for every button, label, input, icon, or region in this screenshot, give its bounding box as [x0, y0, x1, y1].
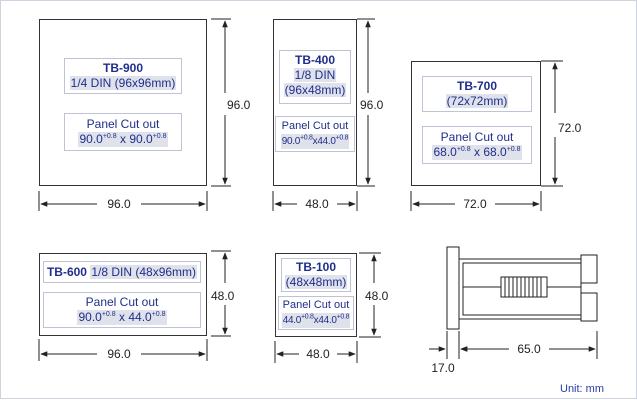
tb400-model-name: TB-400 [294, 53, 335, 67]
tb100-width-dimension: 48.0 [274, 341, 358, 363]
tb100-cutout-dims: 44.0+0.8x44.0+0.8 [281, 313, 351, 328]
tb400-cutout-dims: 90.0+0.8x44.0+0.8 [280, 134, 350, 149]
side-view-depth-label: 65.0 [517, 342, 541, 356]
tb100-height-dimension: 48.0 [359, 252, 389, 338]
tb400-height-label: 96.0 [360, 98, 384, 112]
tb400-model-label: TB-400 1/8 DIN (96x48mm) [279, 50, 351, 104]
tb100-panel: TB-100 (48x48mm) Panel Cut out 44.0+0.8x… [275, 253, 357, 337]
tb700-cutout-label: Panel Cut out 68.0+0.8 x 68.0+0.8 [422, 126, 532, 164]
tb600-height-label: 48.0 [211, 289, 235, 303]
tb600-model-label: TB-600 1/8 DIN (48x96mm) [43, 261, 201, 283]
tb100-cutout-label: Panel Cut out 44.0+0.8x44.0+0.8 [278, 296, 354, 330]
tb100-model-label: TB-100 (48x48mm) [281, 258, 351, 292]
tb900-height-label: 96.0 [227, 98, 251, 112]
tb600-size: 1/8 DIN (48x96mm) [90, 265, 198, 279]
tb700-height-dimension: 72.0 [541, 60, 582, 187]
tb700-width-label: 72.0 [463, 197, 487, 211]
tb700-cutout-title: Panel Cut out [440, 130, 514, 144]
tb400-width-label: 48.0 [305, 197, 329, 211]
tb600-width-label: 96.0 [107, 347, 131, 361]
tb700-panel: TB-700 (72x72mm) Panel Cut out 68.0+0.8 … [411, 61, 541, 186]
tb400-cutout-label: Panel Cut out 90.0+0.8x44.0+0.8 [275, 116, 355, 152]
tb400-size: (96x48mm) [283, 83, 347, 97]
tb100-width-label: 48.0 [306, 347, 330, 361]
tb700-model-label: TB-700 (72x72mm) [422, 76, 532, 112]
tb600-cutout-label: Panel Cut out 90.0+0.8 x 44.0+0.8 [43, 292, 201, 328]
side-view-bezel-label: 17.0 [431, 361, 455, 375]
tb400-width-dimension: 48.0 [272, 191, 358, 211]
tb900-model-name: TB-900 [102, 61, 143, 75]
side-view-bezel-dimension: 17.0 [429, 331, 475, 375]
tb700-cutout-dims: 68.0+0.8 x 68.0+0.8 [432, 145, 522, 160]
tb900-height-dimension: 96.0 [211, 18, 251, 187]
tb600-cutout-dims: 90.0+0.8 x 44.0+0.8 [77, 310, 167, 325]
tb900-cutout-label: Panel Cut out 90.0+0.8 x 90.0+0.8 [64, 113, 182, 151]
tb600-panel: TB-600 1/8 DIN (48x96mm) Panel Cut out 9… [39, 253, 207, 336]
tb400-panel: TB-400 1/8 DIN (96x48mm) Panel Cut out 9… [273, 19, 357, 186]
tb400-din: 1/8 DIN [293, 68, 337, 82]
tb700-height-label: 72.0 [558, 121, 582, 135]
tb600-model-name: TB-600 [46, 265, 87, 279]
tb600-height-dimension: 48.0 [211, 250, 235, 337]
tb600-cutout-title: Panel Cut out [85, 295, 159, 309]
tb400-cutout-title: Panel Cut out [281, 120, 349, 132]
unit-note: Unit: mm [560, 383, 604, 395]
tb900-size: 1/4 DIN (96x96mm) [69, 76, 177, 90]
tb900-cutout-title: Panel Cut out [86, 117, 160, 131]
tb900-width-label: 96.0 [107, 197, 131, 211]
side-view-depth-dimension: 65.0 [458, 331, 598, 359]
tb700-model-name: TB-700 [456, 79, 497, 93]
side-view-drawing [446, 246, 598, 330]
tb900-width-dimension: 96.0 [38, 191, 208, 211]
tb700-width-dimension: 72.0 [410, 191, 542, 211]
tb700-size: (72x72mm) [445, 94, 509, 108]
tb100-model-name: TB-100 [295, 260, 336, 274]
tb600-width-dimension: 96.0 [38, 339, 208, 361]
tb100-height-label: 48.0 [365, 289, 389, 303]
tb100-size: (48x48mm) [284, 275, 348, 289]
tb100-cutout-title: Panel Cut out [282, 299, 350, 311]
tb900-panel: TB-900 1/4 DIN (96x96mm) Panel Cut out 9… [39, 19, 207, 186]
tb400-height-dimension: 96.0 [357, 18, 384, 187]
tb900-cutout-dims: 90.0+0.8 x 90.0+0.8 [78, 132, 168, 147]
tb900-model-label: TB-900 1/4 DIN (96x96mm) [64, 58, 182, 94]
